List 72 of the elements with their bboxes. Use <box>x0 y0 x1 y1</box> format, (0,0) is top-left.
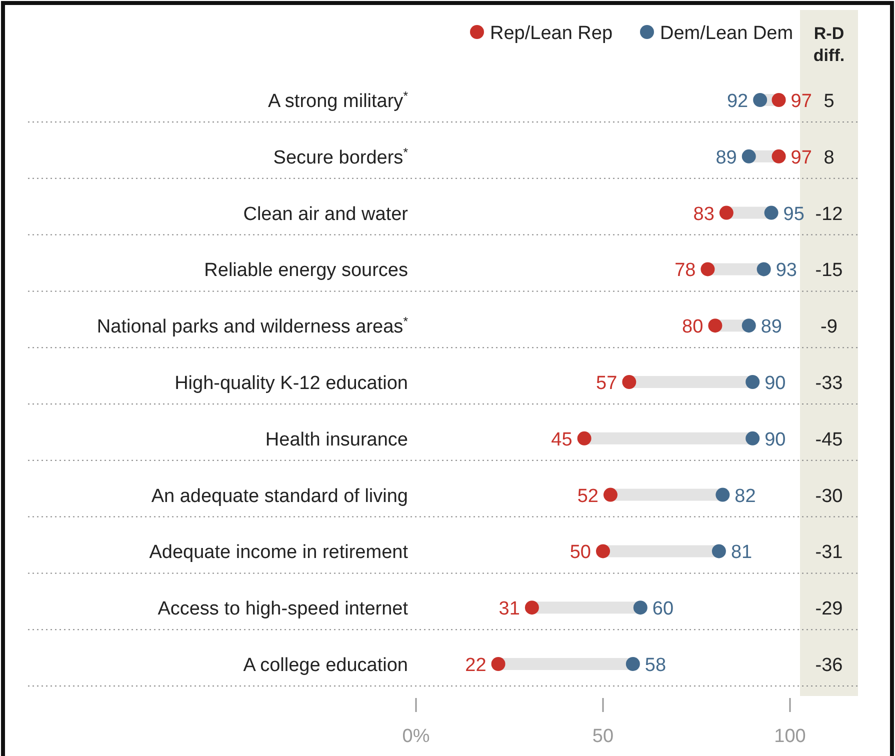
data-label: 57 <box>596 373 618 394</box>
point <box>746 375 760 389</box>
y-tick-label: A strong military$^{*}$ <box>268 89 408 112</box>
point <box>524 600 539 615</box>
data-label: 97 <box>790 147 812 168</box>
data-label: 93 <box>776 260 797 282</box>
data-label: 81 <box>730 542 752 564</box>
text: -9 <box>820 316 838 338</box>
point <box>742 149 756 164</box>
point <box>708 318 722 333</box>
point <box>491 657 506 671</box>
text: 5 <box>824 91 834 112</box>
data-label: 89 <box>760 316 782 338</box>
point <box>719 206 734 220</box>
data-label: 22 <box>465 655 486 676</box>
text: -45 <box>815 429 843 450</box>
point <box>772 93 786 107</box>
point <box>753 93 768 107</box>
text: -12 <box>815 204 843 225</box>
data-label: 60 <box>652 598 674 620</box>
text: -15 <box>815 260 843 282</box>
point <box>746 431 760 446</box>
data-label: 31 <box>498 598 520 620</box>
text: -30 <box>815 486 843 507</box>
x-tick-label: 50 <box>592 726 614 747</box>
data-label: 45 <box>551 429 572 450</box>
point <box>603 488 618 502</box>
point <box>742 318 756 333</box>
point <box>772 149 786 164</box>
y-tick-label: An adequate standard of living <box>151 486 408 507</box>
data-label: 52 <box>577 486 598 507</box>
y-tick-label: Adequate income in retirement <box>149 542 409 564</box>
data-label: 90 <box>764 429 786 450</box>
y-tick-label: Reliable energy sources <box>204 260 408 282</box>
point <box>633 600 648 615</box>
data-label: 80 <box>682 316 704 338</box>
text: R-D diff. <box>813 24 845 65</box>
y-tick-label: Health insurance <box>265 429 408 450</box>
text: 8 <box>824 147 834 168</box>
data-label: 90 <box>764 373 786 394</box>
point <box>596 544 610 558</box>
data-label: 89 <box>716 147 737 168</box>
y-tick-label: National parks and wilderness areas$^{*}$ <box>96 314 408 338</box>
text: -29 <box>815 598 843 620</box>
point <box>626 657 640 671</box>
data-label: 83 <box>693 204 714 225</box>
data-label: 82 <box>734 486 756 507</box>
y-tick-label: Secure borders$^{*}$ <box>273 145 408 168</box>
data-label: 92 <box>726 91 748 112</box>
legend-label: Dem/Lean Dem <box>660 23 794 44</box>
y-tick-label: High-quality K-12 education <box>174 373 408 394</box>
text: -36 <box>815 655 843 676</box>
data-label: 97 <box>790 91 812 112</box>
y-tick-label: Access to high-speed internet <box>158 598 409 620</box>
point <box>700 262 715 276</box>
x-tick-label: 100 <box>774 726 806 747</box>
point <box>716 488 730 502</box>
text: -33 <box>815 373 843 394</box>
point <box>622 375 636 389</box>
point <box>756 262 771 276</box>
x-tick-label: 0% <box>402 726 430 747</box>
point <box>577 431 592 446</box>
legend-label: Rep/Lean Rep <box>490 23 613 44</box>
point <box>764 206 778 220</box>
point <box>712 544 726 558</box>
text: -31 <box>815 542 843 564</box>
data-label: 78 <box>674 260 696 282</box>
data-label: 58 <box>644 655 666 676</box>
y-tick-label: Clean air and water <box>243 204 409 225</box>
data-label: 95 <box>783 204 804 225</box>
y-tick-label: A college education <box>243 655 408 676</box>
data-label: 50 <box>570 542 591 564</box>
